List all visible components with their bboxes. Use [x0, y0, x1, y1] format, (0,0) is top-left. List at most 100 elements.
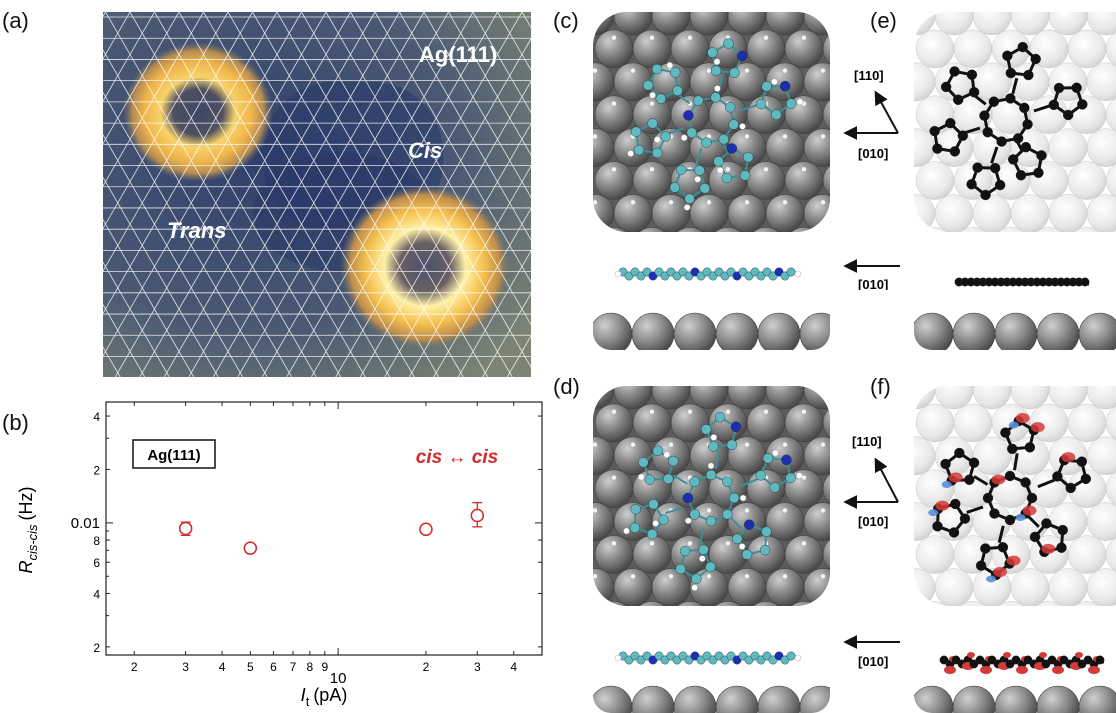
- model-d-side: [593, 651, 830, 713]
- carbon-atom: [982, 126, 993, 138]
- silver-atom: [593, 312, 633, 350]
- surface-site: [1046, 475, 1052, 480]
- carbon-atom: [1023, 69, 1034, 81]
- surface-site: [801, 167, 807, 172]
- x-tick-label: 6: [270, 660, 277, 674]
- surface-site: [1027, 574, 1033, 579]
- silver-atom: [670, 227, 710, 232]
- silver-atom: [991, 601, 1031, 606]
- silver-atom: [1086, 194, 1116, 232]
- surface-site: [630, 200, 636, 205]
- surface-site: [763, 409, 769, 414]
- hydrogen-atom: [652, 520, 659, 527]
- carbon-atom: [945, 117, 956, 129]
- arrow-c-110: [874, 90, 899, 134]
- silver-atom: [594, 227, 634, 232]
- silver-atom: [822, 601, 830, 606]
- side-density-lobe: [1039, 652, 1047, 658]
- surface-site: [1008, 167, 1014, 172]
- data-point: [178, 521, 193, 536]
- bond: [665, 506, 683, 515]
- hydrogen-atom: [683, 204, 691, 211]
- silver-atom: [803, 62, 830, 102]
- side-density-lobe: [1075, 652, 1083, 658]
- silver-atom: [994, 312, 1038, 350]
- silver-atom: [914, 312, 954, 350]
- surface-site: [1046, 35, 1052, 40]
- stm-cis-label: Cis: [408, 138, 442, 163]
- bond: [739, 103, 759, 112]
- surface-site: [1084, 167, 1090, 172]
- carbon-atom: [629, 522, 641, 533]
- carbon-atom: [710, 92, 721, 103]
- silver-atom: [914, 685, 954, 713]
- surface-site: [1103, 508, 1109, 513]
- nitrogen-atom: [781, 454, 792, 466]
- carbon-atom: [1004, 514, 1016, 526]
- hydrogen-atom: [796, 98, 804, 106]
- carbon-atom: [644, 474, 655, 485]
- carbon-atom: [722, 509, 733, 520]
- bond: [997, 525, 1005, 543]
- silver-atom: [632, 227, 672, 232]
- silver-atom: [914, 194, 936, 232]
- silver-atom: [1029, 601, 1069, 606]
- surface-site: [593, 574, 598, 579]
- surface-site: [649, 101, 655, 106]
- bond: [1013, 453, 1019, 471]
- silver-atom: [708, 601, 748, 606]
- x-tick-label: 9: [321, 660, 328, 674]
- silver-atom: [822, 535, 830, 574]
- carbon-atom: [630, 126, 642, 137]
- silver-atom: [952, 312, 996, 350]
- hydrogen-atom: [796, 472, 803, 479]
- y-tick-label: 4: [93, 587, 100, 601]
- surface-site: [593, 68, 598, 73]
- surface-site: [801, 35, 807, 40]
- surface-site: [820, 574, 826, 579]
- carbon-atom: [932, 143, 943, 154]
- dir-c-110: [110]: [854, 68, 884, 83]
- hydrogen-atom: [614, 654, 622, 662]
- carbon-atom: [755, 470, 766, 481]
- x-axis-unit: (pA): [313, 685, 347, 705]
- surface-site: [1084, 541, 1090, 546]
- silver-atom: [953, 601, 993, 606]
- bond: [694, 148, 703, 166]
- carbon-atom: [932, 521, 943, 532]
- surface-site: [932, 541, 938, 546]
- nitrogen-atom: [683, 110, 694, 121]
- carbon-atom: [670, 67, 681, 78]
- silver-atom: [914, 62, 936, 102]
- y-tick-label: 2: [93, 463, 100, 477]
- carbon-atom: [975, 560, 987, 571]
- nitrogen-atom: [779, 80, 791, 92]
- surface-site: [649, 167, 655, 172]
- carbon-atom: [1020, 141, 1032, 153]
- silver-atom: [631, 312, 675, 350]
- nitrogen-atom: [730, 421, 742, 432]
- surface-site: [687, 35, 693, 40]
- x-tick-label: 4: [510, 660, 517, 674]
- bond: [729, 516, 742, 529]
- surface-site: [782, 200, 788, 205]
- silver-atom: [1086, 502, 1116, 541]
- surface-site: [932, 167, 938, 172]
- carbon-atom: [1065, 482, 1076, 494]
- bond: [672, 474, 688, 485]
- silver-atom: [1036, 685, 1080, 713]
- surface-site: [1103, 68, 1109, 73]
- surface-site: [914, 200, 919, 205]
- surface-site: [1027, 200, 1033, 205]
- surface-site: [611, 409, 617, 414]
- carbon-atom: [699, 183, 711, 194]
- density-lobe-blue: [1015, 514, 1026, 522]
- dir-d-110: [110]: [852, 434, 882, 449]
- panel-label-e: (e): [870, 8, 897, 33]
- surface-site: [989, 68, 995, 73]
- surface-site: [1103, 574, 1109, 579]
- carbon-atom: [725, 102, 736, 113]
- carbon-atom: [929, 125, 940, 137]
- carbon-atom: [1000, 427, 1011, 438]
- surface-site: [611, 167, 617, 172]
